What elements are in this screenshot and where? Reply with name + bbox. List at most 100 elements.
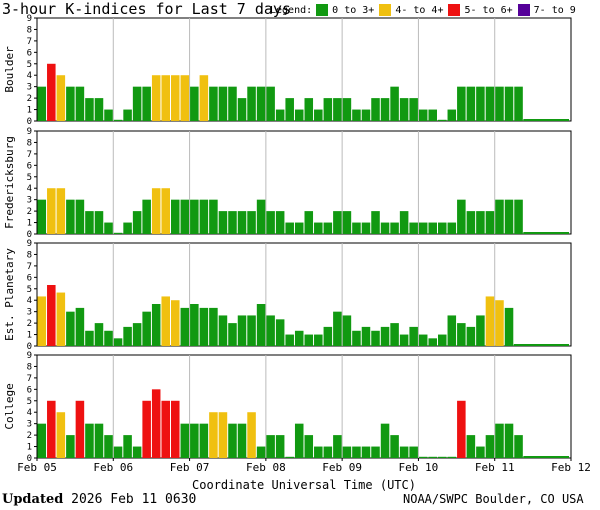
panel-label-est-planetary: Est. Planetary: [3, 248, 16, 341]
kindex-bar: [171, 75, 180, 121]
kindex-bar: [409, 326, 418, 346]
kindex-bar: [256, 199, 266, 234]
kindex-bar: [371, 446, 380, 458]
kindex-bar: [237, 98, 247, 121]
kindex-bar: [438, 119, 447, 121]
kindex-bar: [228, 211, 237, 234]
y-tick-label: 5: [27, 60, 32, 70]
kindex-bar: [228, 86, 237, 121]
kindex-bar: [457, 86, 466, 121]
y-tick-label: 8: [27, 250, 32, 260]
kindex-bar: [438, 456, 447, 458]
y-tick-label: 7: [27, 262, 32, 272]
kindex-bar: [514, 86, 523, 121]
kindex-bar: [142, 199, 151, 234]
kindex-bar: [199, 423, 209, 458]
kindex-bar: [190, 86, 199, 121]
kindex-bar: [314, 222, 323, 234]
kindex-bar: [294, 330, 304, 346]
y-tick-label: 8: [27, 138, 32, 148]
kindex-bar: [466, 435, 476, 458]
kindex-bar: [428, 456, 437, 458]
kindex-bar: [275, 319, 285, 346]
kindex-bar: [228, 323, 237, 346]
kindex-bar: [256, 446, 266, 458]
kindex-bar: [247, 86, 256, 121]
kindex-bar: [237, 211, 247, 234]
kindex-bar: [399, 98, 409, 121]
kindex-bar: [333, 98, 342, 121]
kindex-bar: [457, 323, 466, 346]
kindex-bar: [132, 323, 142, 346]
kindex-bar: [209, 307, 218, 346]
kindex-bar: [85, 423, 94, 458]
kindex-bar: [361, 109, 371, 121]
kindex-bar: [476, 446, 485, 458]
legend-swatch-yellow: [379, 4, 392, 16]
kindex-bar: [171, 400, 180, 458]
kindex-bar: [218, 412, 228, 458]
x-tick-label: Feb 10: [399, 461, 439, 474]
kindex-bar: [66, 86, 75, 121]
kindex-bar: [466, 86, 476, 121]
kindex-bar: [323, 98, 333, 121]
kindex-bar: [132, 86, 142, 121]
kindex-bar: [323, 222, 333, 234]
kindex-bar: [514, 199, 523, 234]
kindex-bar: [409, 446, 418, 458]
kindex-bar: [275, 435, 285, 458]
kindex-bar: [304, 98, 314, 121]
kindex-bar: [495, 199, 504, 234]
x-tick-label: Feb 09: [322, 461, 362, 474]
kindex-bar: [476, 86, 485, 121]
y-tick-label: 7: [27, 150, 32, 160]
kindex-bar: [190, 303, 199, 346]
kindex-bar: [85, 98, 94, 121]
kindex-bar: [171, 300, 180, 346]
kindex-bar: [352, 222, 361, 234]
kindex-bar: [314, 334, 323, 346]
kindex-bar: [428, 338, 437, 346]
kindex-bar: [399, 334, 409, 346]
kindex-bar: [237, 423, 247, 458]
y-tick-label: 9: [27, 127, 32, 137]
kindex-bar: [37, 199, 47, 234]
kindex-bar: [47, 285, 56, 346]
kindex-bar: [218, 86, 228, 121]
y-tick-label: 2: [27, 207, 32, 217]
y-tick-label: 1: [27, 331, 32, 341]
kindex-bar: [199, 199, 209, 234]
kindex-bar: [457, 199, 466, 234]
x-axis-label: Coordinate Universal Time (UTC): [192, 478, 416, 492]
kindex-bar: [447, 222, 457, 234]
kindex-bar: [104, 435, 113, 458]
panel-label-boulder: Boulder: [3, 46, 16, 93]
updated-label: Updated: [2, 492, 64, 507]
kindex-bar: [94, 211, 104, 234]
kindex-bar: [361, 222, 371, 234]
kindex-bar: [151, 389, 161, 458]
kindex-bar: [380, 326, 390, 346]
kindex-bar: [94, 98, 104, 121]
kindex-bar: [447, 109, 457, 121]
kindex-bar: [447, 456, 457, 458]
kindex-bar: [447, 315, 457, 346]
kindex-bar: [495, 423, 504, 458]
kindex-bar: [485, 296, 495, 346]
x-tick-label: Feb 12: [551, 461, 591, 474]
y-tick-label: 9: [27, 239, 32, 249]
panel-frame-est-planetary: [36, 242, 572, 347]
y-tick-label: 6: [27, 48, 32, 58]
kindex-bar: [209, 412, 218, 458]
y-tick-label: 0: [27, 230, 32, 240]
kindex-bar: [285, 334, 294, 346]
kindex-bar: [161, 75, 170, 121]
kindex-bar: [342, 211, 352, 234]
y-tick-label: 2: [27, 319, 32, 329]
kindex-bar: [266, 435, 275, 458]
y-tick-label: 5: [27, 173, 32, 183]
kindex-bar: [390, 435, 399, 458]
kindex-bar: [333, 311, 342, 346]
kindex-bar: [56, 412, 66, 458]
